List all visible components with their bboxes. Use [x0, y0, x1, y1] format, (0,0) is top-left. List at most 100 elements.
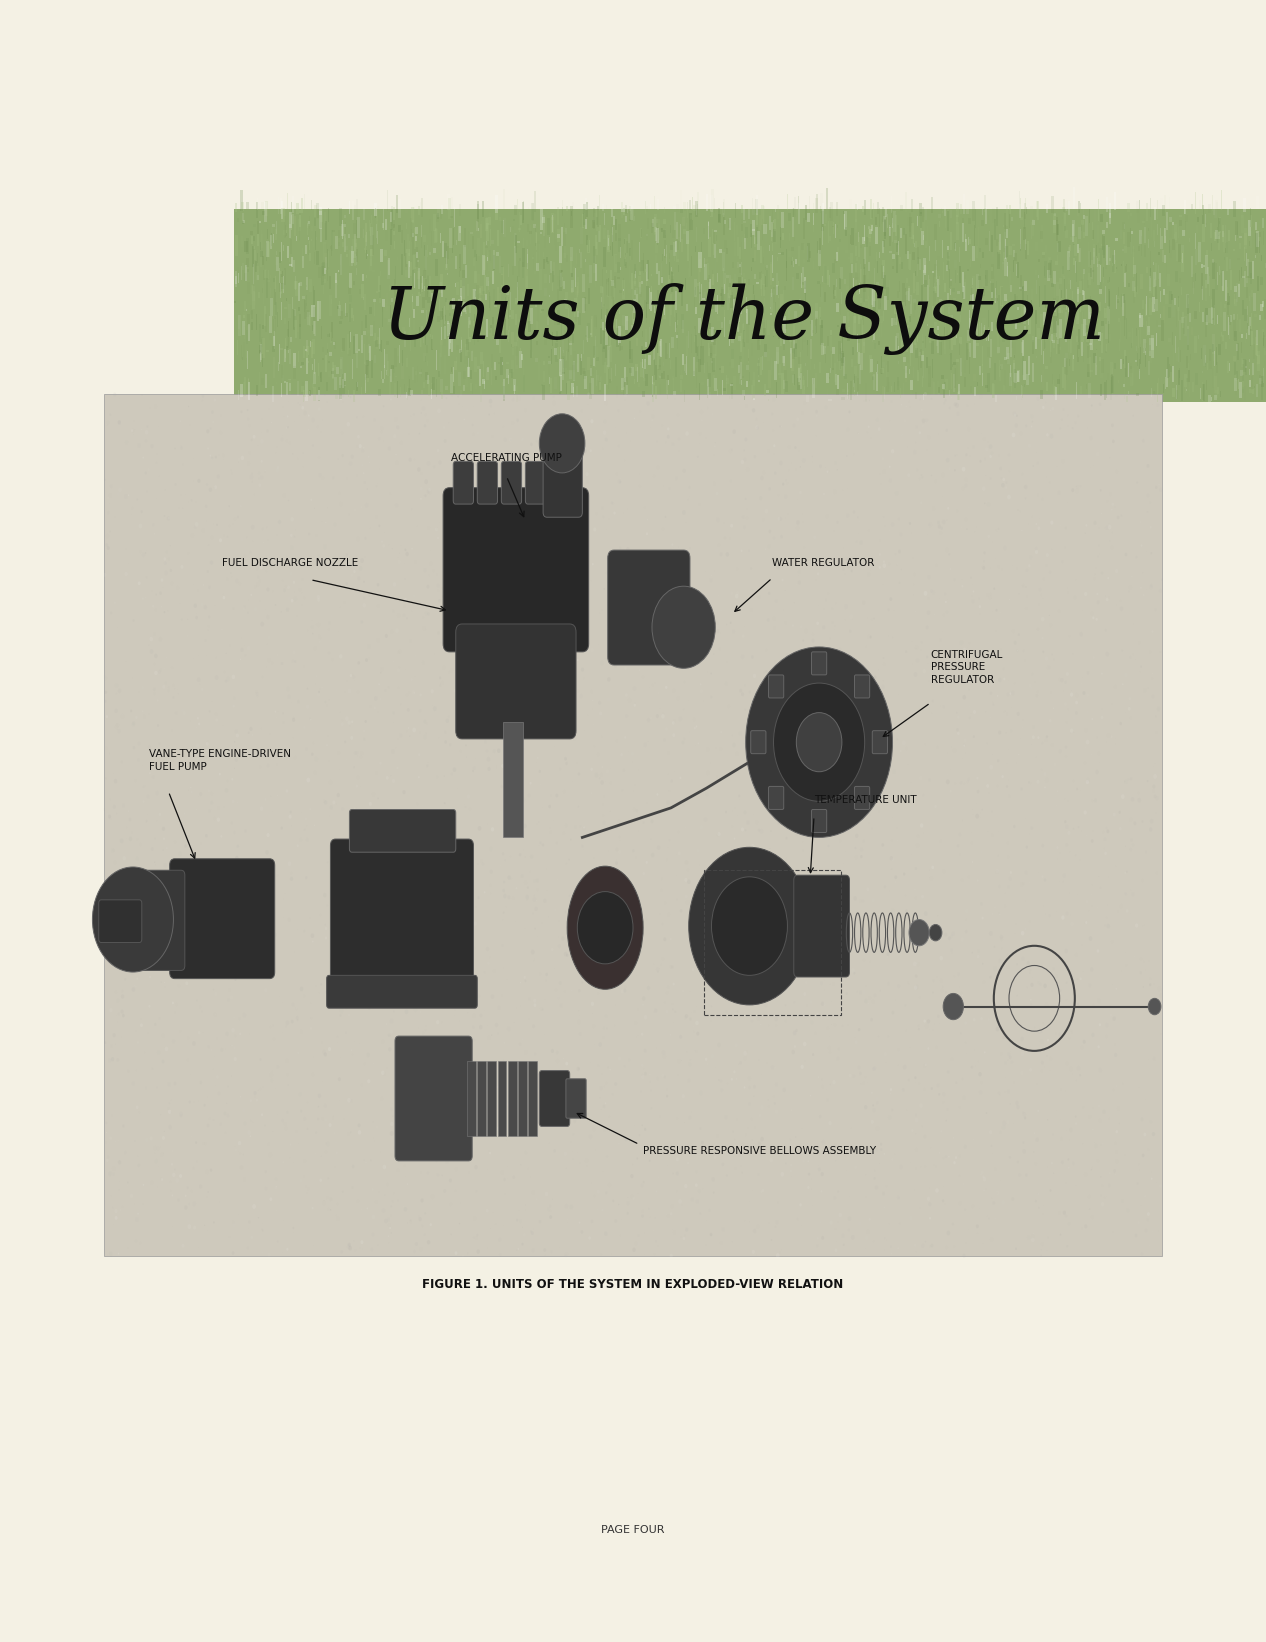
Bar [603, 246, 606, 268]
Bar [643, 360, 647, 368]
Bar [1261, 376, 1265, 388]
Circle shape [793, 624, 794, 627]
Circle shape [1141, 665, 1142, 668]
Bar [946, 330, 948, 337]
Bar [353, 255, 357, 266]
Circle shape [1046, 736, 1048, 739]
Circle shape [182, 918, 185, 923]
Bar [999, 366, 1001, 381]
Bar [511, 310, 514, 319]
Bar [658, 342, 661, 356]
Circle shape [530, 713, 533, 716]
Bar [982, 276, 985, 291]
Bar [492, 271, 495, 282]
Bar [348, 235, 349, 238]
Bar [958, 236, 962, 245]
Bar [987, 310, 990, 327]
Bar [1175, 271, 1177, 281]
Bar [544, 289, 547, 296]
Circle shape [972, 1018, 976, 1021]
Bar [910, 296, 912, 314]
Bar [680, 190, 681, 210]
Circle shape [766, 954, 768, 956]
Circle shape [817, 573, 819, 575]
Bar [625, 215, 627, 222]
Bar [950, 232, 952, 250]
FancyBboxPatch shape [453, 461, 473, 504]
Bar [281, 282, 284, 289]
Bar [699, 360, 701, 371]
Bar [591, 360, 594, 373]
Circle shape [286, 1020, 289, 1025]
Bar [414, 255, 417, 269]
Circle shape [413, 414, 415, 415]
Bar [1082, 232, 1085, 238]
Bar [384, 250, 386, 256]
Circle shape [781, 1149, 785, 1154]
Circle shape [599, 936, 600, 939]
Bar [1014, 369, 1015, 388]
Bar [919, 213, 922, 232]
Circle shape [901, 798, 904, 800]
Bar [343, 315, 344, 319]
Circle shape [982, 1176, 985, 1179]
Circle shape [999, 959, 1001, 962]
Bar [330, 230, 333, 251]
Circle shape [581, 1230, 584, 1233]
Circle shape [890, 1089, 893, 1090]
Bar [322, 263, 324, 266]
Bar [822, 287, 823, 302]
Bar [1128, 391, 1129, 394]
Bar [1153, 304, 1156, 309]
Circle shape [247, 417, 249, 420]
Circle shape [527, 887, 529, 888]
Circle shape [587, 392, 590, 396]
Bar [1109, 204, 1112, 218]
Circle shape [855, 834, 858, 837]
Circle shape [1155, 608, 1157, 611]
Bar [823, 264, 825, 284]
Bar [1056, 222, 1057, 225]
Circle shape [539, 841, 542, 844]
Bar [641, 264, 642, 266]
Bar [301, 383, 304, 386]
Bar [460, 296, 462, 314]
Circle shape [414, 691, 415, 693]
Bar [1171, 366, 1174, 383]
Bar [1238, 282, 1241, 291]
Bar [976, 246, 977, 258]
Bar [553, 261, 555, 274]
Bar [1223, 312, 1225, 330]
Bar [704, 363, 705, 373]
Bar [1093, 243, 1095, 256]
Circle shape [577, 772, 580, 775]
Bar [695, 335, 698, 353]
Bar [851, 253, 853, 263]
Bar [717, 240, 719, 245]
Circle shape [506, 754, 510, 757]
Bar [1219, 217, 1222, 233]
Bar [562, 371, 565, 373]
Bar [1234, 330, 1237, 340]
Bar [337, 366, 339, 374]
Circle shape [1046, 563, 1048, 566]
Bar [1218, 218, 1220, 232]
Bar [284, 350, 286, 355]
Bar [977, 276, 981, 281]
Bar [382, 223, 384, 228]
Bar [480, 286, 482, 294]
Circle shape [566, 655, 568, 657]
Bar [328, 361, 330, 363]
Circle shape [508, 895, 510, 900]
Circle shape [314, 757, 318, 762]
Bar [852, 360, 853, 366]
Bar [862, 320, 863, 338]
Bar [324, 268, 327, 274]
Bar [684, 202, 686, 218]
Circle shape [756, 425, 758, 430]
Bar [361, 388, 362, 396]
Bar [275, 256, 279, 266]
Circle shape [608, 677, 610, 681]
Bar [970, 343, 971, 356]
Bar [606, 282, 609, 297]
